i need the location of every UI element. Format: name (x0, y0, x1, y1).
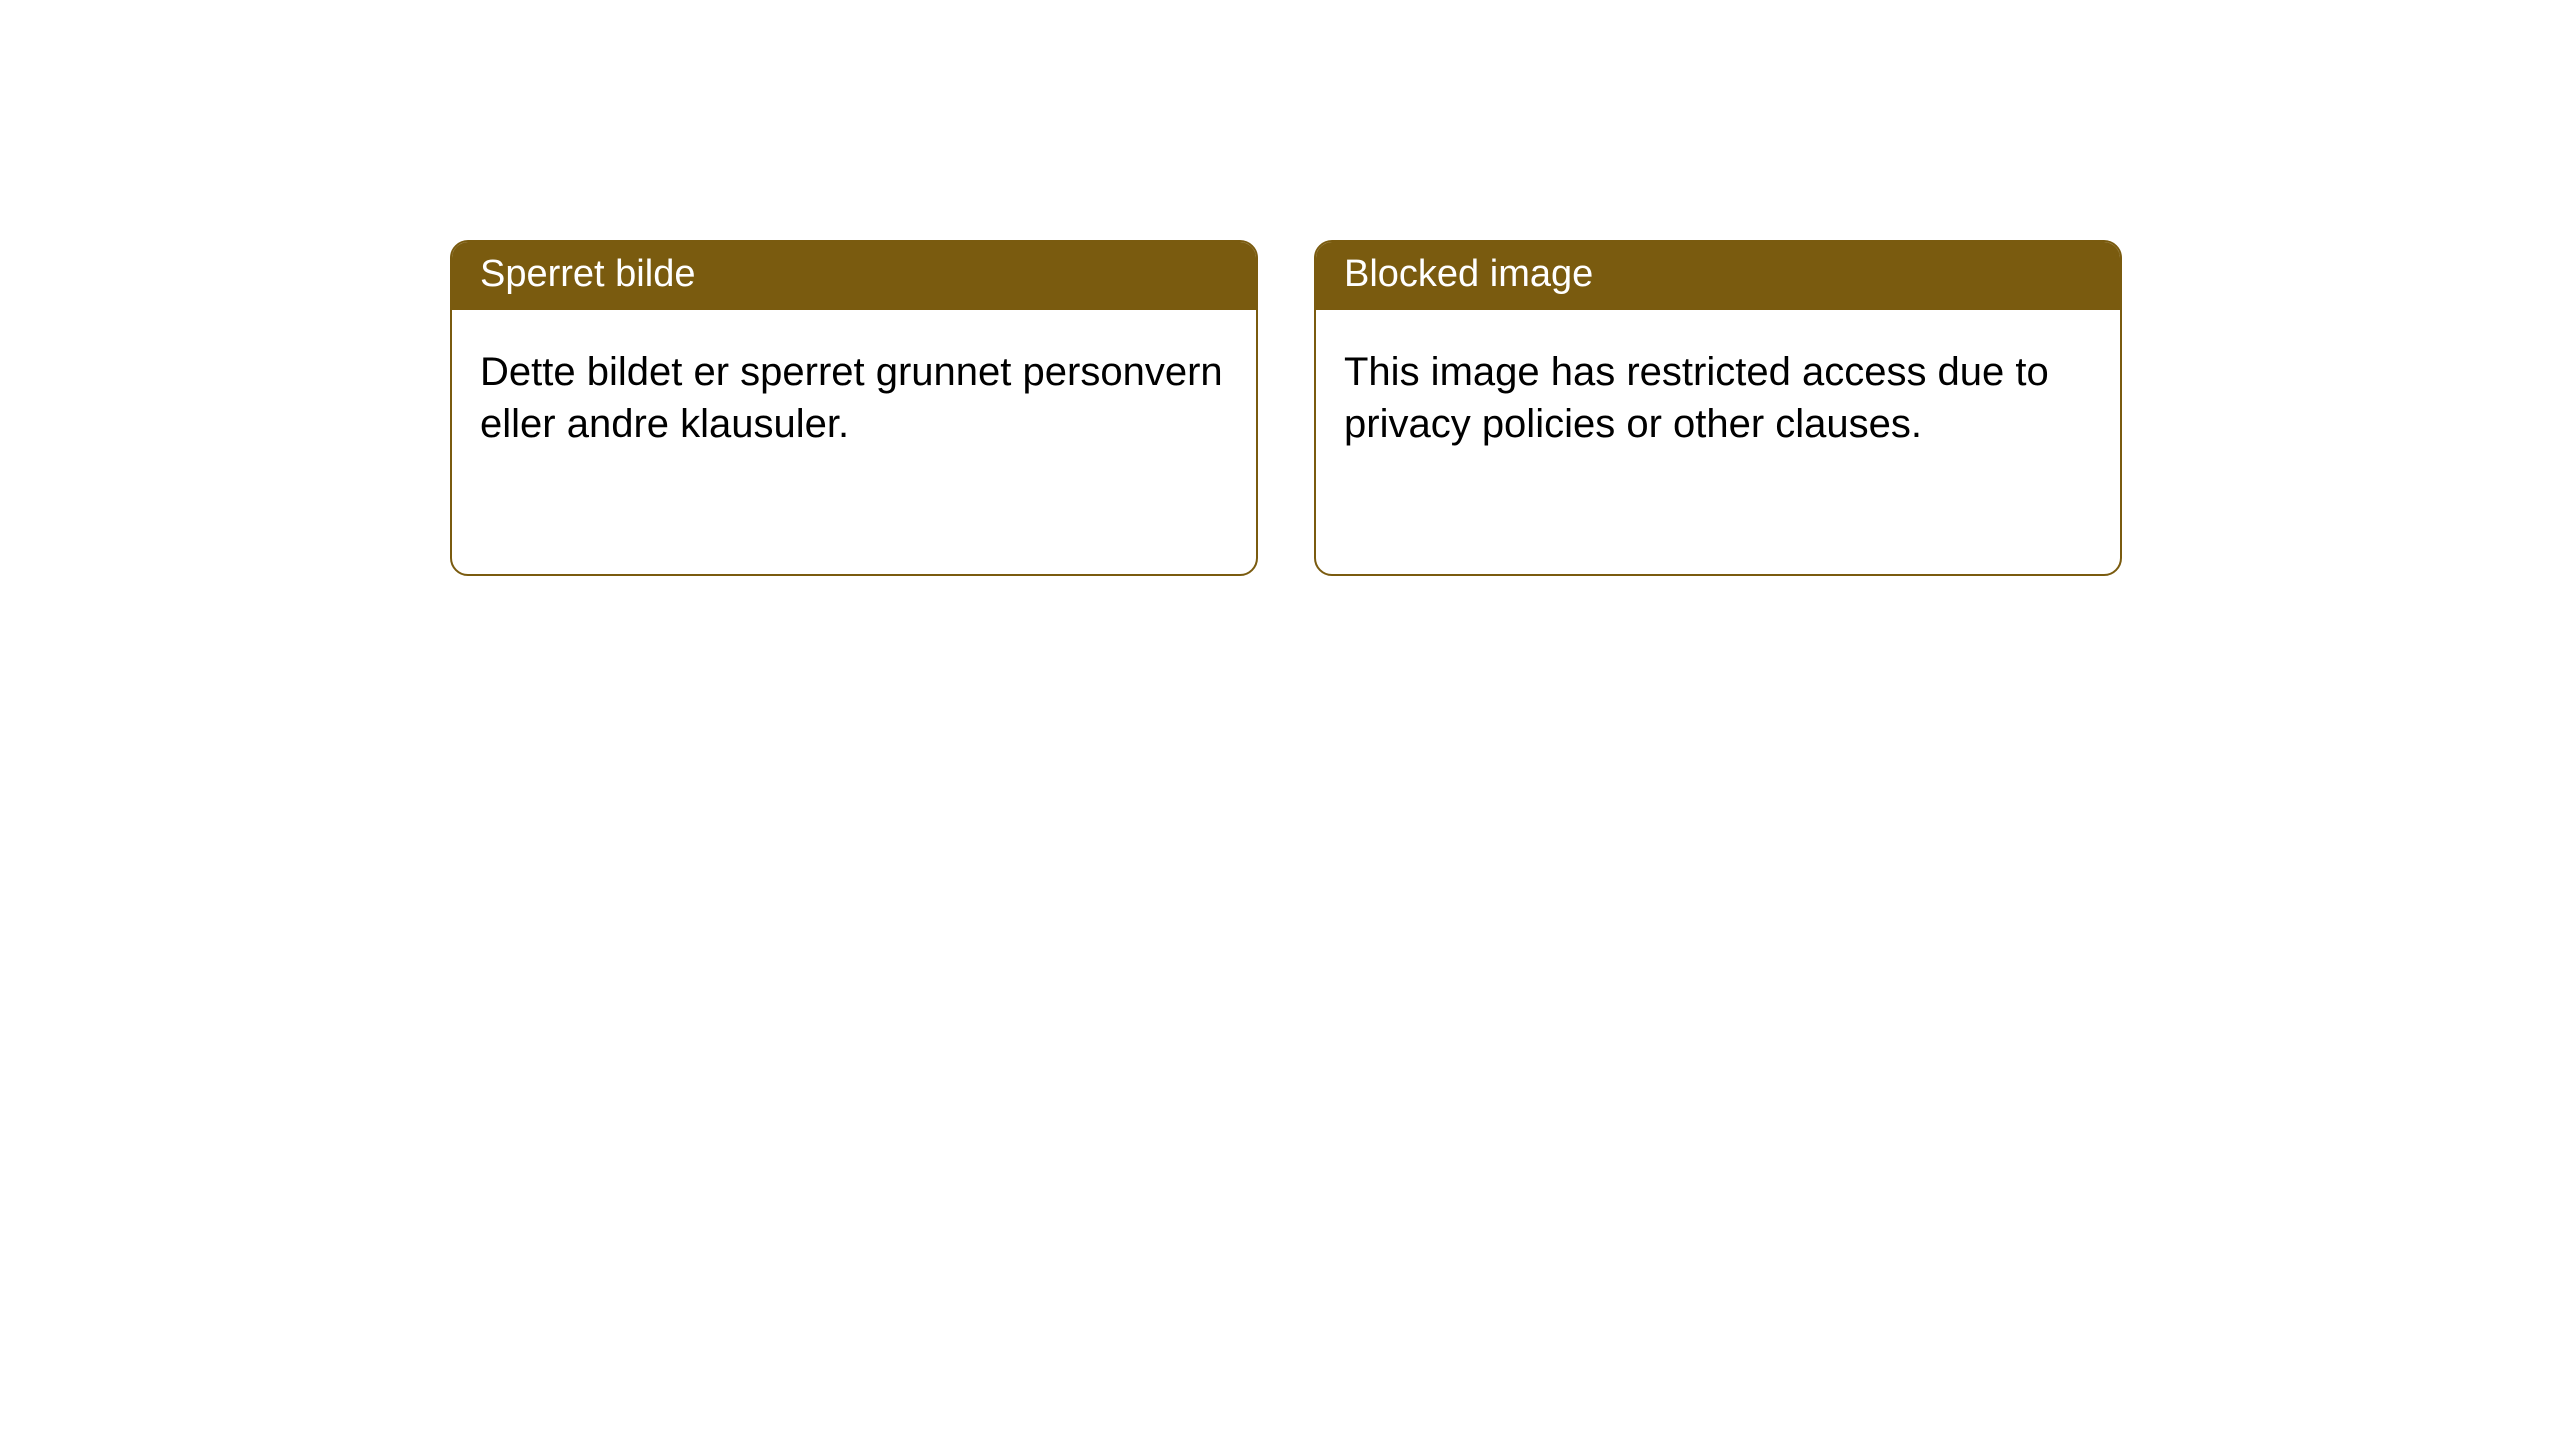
notice-container: Sperret bilde Dette bildet er sperret gr… (0, 0, 2560, 576)
notice-card-title: Sperret bilde (452, 242, 1256, 310)
notice-card-body: This image has restricted access due to … (1316, 310, 2120, 486)
notice-card-norwegian: Sperret bilde Dette bildet er sperret gr… (450, 240, 1258, 576)
notice-card-title: Blocked image (1316, 242, 2120, 310)
notice-card-body: Dette bildet er sperret grunnet personve… (452, 310, 1256, 486)
notice-card-english: Blocked image This image has restricted … (1314, 240, 2122, 576)
